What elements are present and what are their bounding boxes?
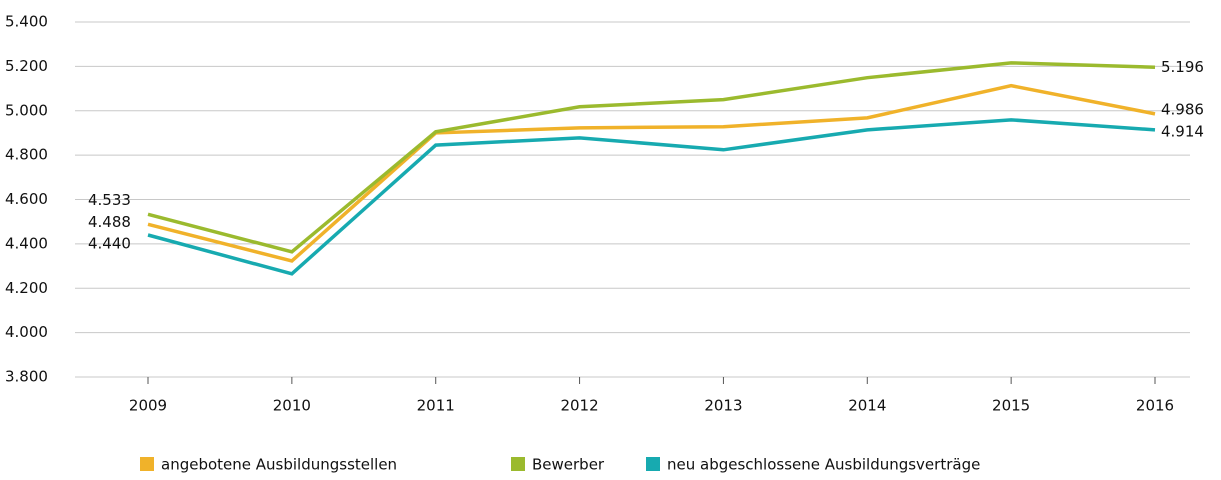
y-tick-label: 4.400 — [5, 234, 48, 252]
line-series — [147, 118, 1156, 276]
legend-swatch — [140, 457, 154, 471]
y-tick-label: 4.200 — [5, 279, 48, 297]
line-series — [147, 61, 1156, 254]
legend-swatch — [646, 457, 660, 471]
value-label: 4.488 — [88, 213, 131, 231]
value-label: 4.533 — [88, 191, 131, 209]
x-tick-label: 2012 — [560, 397, 598, 415]
y-tick-label: 5.000 — [5, 101, 48, 119]
x-tick-label: 2016 — [1136, 397, 1174, 415]
x-tick-label: 2010 — [273, 397, 311, 415]
x-tick-label: 2009 — [129, 397, 167, 415]
legend-swatch — [511, 457, 525, 471]
legend-label: neu abgeschlossene Ausbildungsverträge — [667, 456, 980, 474]
value-label: 4.914 — [1161, 122, 1204, 140]
y-tick-label: 5.200 — [5, 57, 48, 75]
x-tick-label: 2015 — [992, 397, 1030, 415]
y-tick-label: 3.800 — [5, 368, 48, 386]
y-tick-label: 4.800 — [5, 146, 48, 164]
y-tick-label: 5.400 — [5, 13, 48, 31]
line-series — [147, 83, 1156, 263]
value-label: 4.440 — [88, 235, 131, 253]
value-label: 4.986 — [1161, 100, 1204, 118]
x-tick-label: 2013 — [704, 397, 742, 415]
x-tick-label: 2014 — [848, 397, 886, 415]
x-tick-label: 2011 — [417, 397, 455, 415]
legend-label: angebotene Ausbildungsstellen — [161, 456, 397, 474]
y-tick-label: 4.600 — [5, 190, 48, 208]
value-label: 5.196 — [1161, 58, 1204, 76]
legend-label: Bewerber — [532, 456, 605, 474]
y-tick-label: 4.000 — [5, 323, 48, 341]
